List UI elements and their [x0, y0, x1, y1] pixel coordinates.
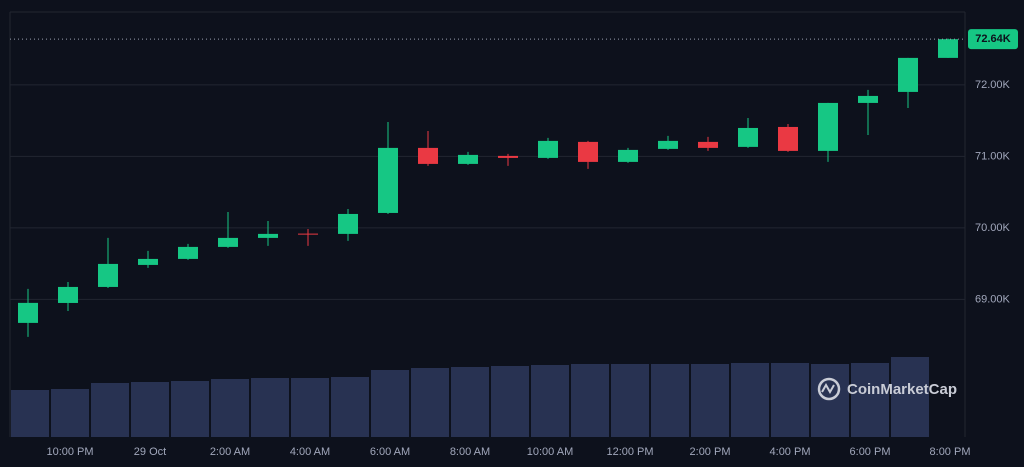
- volume-bar: [451, 367, 489, 437]
- candle-body: [938, 39, 958, 58]
- candle-body: [298, 233, 318, 235]
- volume-bar: [211, 379, 249, 437]
- candle-body: [738, 127, 758, 147]
- candle-body: [258, 233, 278, 238]
- candle-body: [218, 237, 238, 247]
- y-tick-label: 69.00K: [975, 293, 1011, 305]
- candle-body: [818, 102, 838, 151]
- volume-bar: [571, 364, 609, 437]
- volume-bar: [731, 363, 769, 437]
- volume-bar: [811, 364, 849, 437]
- y-tick-label: 70.00K: [975, 222, 1011, 234]
- x-tick-label: 2:00 AM: [210, 446, 250, 458]
- volume-bar: [371, 370, 409, 437]
- x-tick-label: 4:00 AM: [290, 446, 330, 458]
- volume-bar: [651, 364, 689, 437]
- y-tick-label: 71.00K: [975, 150, 1011, 162]
- y-tick-label: 72.00K: [975, 79, 1011, 91]
- candle-body: [778, 126, 798, 151]
- x-tick-label: 8:00 AM: [450, 446, 490, 458]
- candle-body: [178, 246, 198, 259]
- candle-body: [698, 141, 718, 148]
- x-tick-label: 6:00 AM: [370, 446, 410, 458]
- volume-bar: [611, 364, 649, 437]
- plot: 69.00K 70.00K 71.00K 72.00K 10:00 PM 29 Oct 2:…: [10, 29, 1018, 458]
- candle-body: [578, 141, 598, 162]
- candle-body: [538, 140, 558, 158]
- candle-body: [98, 263, 118, 287]
- candle-body: [378, 147, 398, 213]
- volume-bar: [491, 366, 529, 437]
- x-tick-label: 10:00 AM: [527, 446, 573, 458]
- volume-bar: [291, 378, 329, 437]
- candle-body: [58, 286, 78, 303]
- x-tick-label: 29 Oct: [134, 446, 166, 458]
- volume-bar: [131, 382, 169, 437]
- volume-bar: [771, 363, 809, 437]
- candle-body: [858, 95, 878, 103]
- volume-bar: [171, 381, 209, 437]
- volume-bar: [891, 357, 929, 437]
- candle-body: [498, 155, 518, 158]
- x-tick-label: 12:00 PM: [606, 446, 653, 458]
- volume-bar: [51, 389, 89, 437]
- volume-bar: [11, 390, 49, 437]
- last-price-label: 72.64K: [975, 33, 1011, 45]
- volume-bar: [91, 383, 129, 437]
- volume-bar: [331, 377, 369, 437]
- watermark-text: CoinMarketCap: [847, 381, 957, 398]
- x-tick-label: 10:00 PM: [46, 446, 93, 458]
- x-tick-label: 2:00 PM: [690, 446, 731, 458]
- candle-body: [418, 147, 438, 164]
- logo: [821, 382, 835, 395]
- x-tick-label: 8:00 PM: [930, 446, 971, 458]
- volume-bar: [691, 364, 729, 437]
- candle-body: [898, 57, 918, 92]
- volume-bar: [851, 363, 889, 437]
- volume-bar: [531, 365, 569, 437]
- candle-body: [138, 258, 158, 265]
- logo: [817, 377, 841, 401]
- last-price-badge: [968, 29, 1018, 50]
- volume-bar: [411, 368, 449, 437]
- candle-body: [338, 213, 358, 234]
- candle-body: [18, 302, 38, 323]
- x-tick-label: 6:00 PM: [850, 446, 891, 458]
- watermark: CoinMarketCap: [817, 377, 957, 401]
- x-tick-label: 4:00 PM: [770, 446, 811, 458]
- candle-body: [658, 140, 678, 149]
- candle-body: [458, 154, 478, 164]
- candle-body: [618, 149, 638, 162]
- volume-bar: [251, 378, 289, 437]
